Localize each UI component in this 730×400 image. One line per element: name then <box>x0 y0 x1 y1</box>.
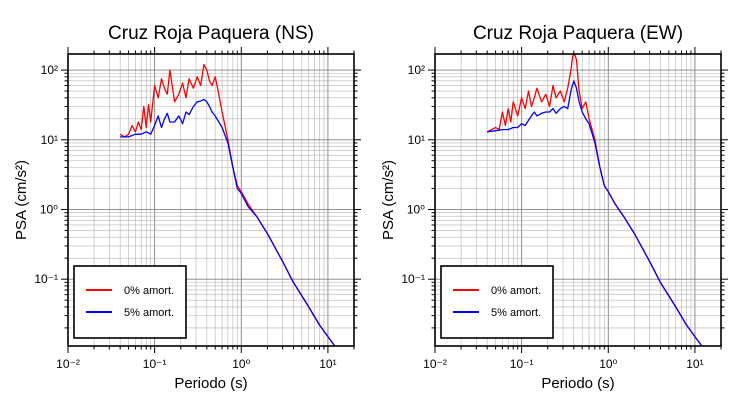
y-tick-label: 10² <box>41 63 58 77</box>
x-tick-label: 10¹ <box>319 357 336 371</box>
legend: 0% amort. 5% amort. <box>73 265 187 339</box>
x-tick-label: 10⁻² <box>423 357 447 371</box>
y-tick-label: 10⁰ <box>407 202 425 216</box>
plot-frame <box>434 53 722 347</box>
chart-panel-ew: 10⁻² 10⁻¹ 10⁰ 10¹ 10⁻¹ 10⁰ 10¹ 10² Cruz Roja Paq… <box>380 23 728 392</box>
x-tick-label: 10¹ <box>686 357 703 371</box>
y-axis-label: PSA (cm/s²) <box>13 160 30 240</box>
axis-ticks <box>61 47 361 353</box>
y-tick-label: 10⁰ <box>40 202 58 216</box>
series-line-damped-5pct <box>120 98 336 346</box>
x-tick-label: 10⁻¹ <box>143 357 167 371</box>
y-tick-label: 10² <box>408 63 425 77</box>
legend-label: 0% amort. <box>491 285 541 297</box>
axis-ticks <box>428 47 728 353</box>
y-tick-label: 10⁻¹ <box>34 272 58 286</box>
chart-title: Cruz Roja Paquera (EW) <box>473 23 683 44</box>
legend-box <box>73 265 187 339</box>
x-axis-label: Periodo (s) <box>174 375 247 392</box>
y-tick-label: 10¹ <box>41 133 58 147</box>
legend-label: 0% amort. <box>124 285 174 297</box>
series-line-damped-5pct <box>487 80 703 346</box>
legend-box <box>440 265 554 339</box>
x-tick-label: 10⁰ <box>599 357 617 371</box>
chart-title: Cruz Roja Paquera (NS) <box>108 23 314 44</box>
chart-panel-ns: 10⁻² 10⁻¹ 10⁰ 10¹ 10⁻¹ 10⁰ 10¹ 10² Cruz Roja Paq… <box>13 23 361 392</box>
y-tick-label: 10⁻¹ <box>401 272 425 286</box>
x-tick-label: 10⁻² <box>56 357 80 371</box>
x-tick-label: 10⁰ <box>232 357 250 371</box>
x-tick-label: 10⁻¹ <box>510 357 534 371</box>
legend-label: 5% amort. <box>124 307 174 319</box>
plot-frame <box>67 53 355 347</box>
y-axis-label: PSA (cm/s²) <box>380 160 397 240</box>
legend-label: 5% amort. <box>491 307 541 319</box>
legend: 0% amort. 5% amort. <box>440 265 554 339</box>
y-tick-label: 10¹ <box>408 133 425 147</box>
x-axis-label: Periodo (s) <box>541 375 614 392</box>
gridlines <box>434 54 722 346</box>
